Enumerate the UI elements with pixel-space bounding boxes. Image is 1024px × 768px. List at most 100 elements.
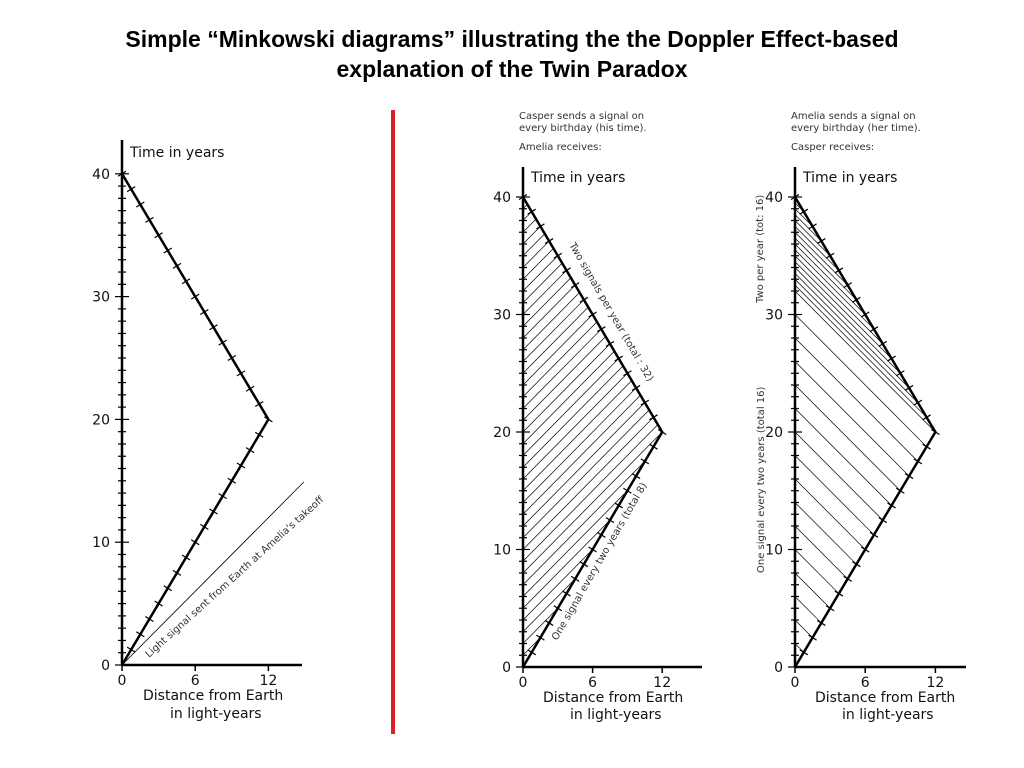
- diagram-2-xlabel-1: Distance from Earth: [543, 690, 683, 706]
- d2-signal-line: [522, 431, 663, 574]
- d3-signal-line: [794, 284, 927, 418]
- diagram-3: Amelia sends a signal on every birthday …: [755, 111, 966, 723]
- d2-signal-line: [522, 461, 646, 585]
- d3-signal-line: [794, 243, 866, 315]
- d3-ytick-label: 0: [774, 660, 783, 676]
- d2-signal-line: [522, 336, 606, 421]
- d3-ytick-label: 30: [765, 308, 783, 324]
- d2-signal-line: [522, 424, 659, 562]
- diagram-2-header-3: Amelia receives:: [519, 142, 602, 153]
- d3-signal-line: [794, 314, 927, 447]
- d3-signal-line: [794, 279, 919, 403]
- d3-signal-line: [794, 596, 822, 624]
- d3-ytick-label: 40: [765, 190, 783, 206]
- d2-signal-line: [522, 262, 563, 303]
- d2-ytick-label: 20: [493, 425, 511, 441]
- d3-signal-line: [794, 502, 857, 565]
- d2-signal-line: [522, 270, 567, 315]
- d2-signal-line: [522, 284, 576, 339]
- d2-signal-line: [522, 240, 550, 268]
- d3-signal-line: [794, 273, 910, 389]
- d2-signal-line: [522, 226, 541, 245]
- d3-signal-line: [794, 220, 831, 256]
- diagram-3-xlabel-1: Distance from Earth: [815, 690, 955, 706]
- d3-signal-line: [794, 525, 848, 580]
- diagram-3-header-1: Amelia sends a signal on: [791, 111, 916, 122]
- d3-ytick-label: 10: [765, 543, 783, 559]
- d2-ytick-label: 10: [493, 543, 511, 559]
- d3-signal-line: [794, 249, 875, 330]
- d3-signal-line: [794, 549, 840, 594]
- d3-xtick-label: 0: [791, 675, 800, 691]
- d1-ytick-label: 40: [92, 167, 110, 183]
- d2-signal-line: [522, 417, 654, 550]
- d3-ytick-label: 20: [765, 425, 783, 441]
- d2-signal-line: [522, 519, 611, 609]
- d3-signal-line: [794, 455, 875, 536]
- d3-signal-line: [794, 337, 919, 462]
- d3-signal-line: [794, 214, 822, 242]
- d2-signal-line: [522, 395, 641, 515]
- d3-signal-line: [794, 619, 813, 638]
- d2-xtick-label: 6: [588, 675, 597, 691]
- d1-xtick-label: 0: [118, 673, 127, 689]
- d3-signal-line: [794, 267, 901, 374]
- d3-xtick-label: 6: [861, 675, 870, 691]
- d2-ytick-label: 30: [493, 308, 511, 324]
- d3-amelia-worldline: [793, 196, 937, 668]
- d2-signal-line: [522, 218, 537, 233]
- d3-signal-line: [794, 384, 901, 491]
- diagram-1: Time in years Distance from Earth in lig…: [92, 140, 327, 722]
- d2-signal-line: [522, 350, 615, 444]
- d1-ytick-label: 20: [92, 412, 110, 428]
- d3-signal-line: [794, 572, 831, 609]
- diagram-1-xlabel-2: in light-years: [170, 706, 262, 722]
- d2-signal-line: [522, 328, 602, 409]
- d2-signal-line: [522, 387, 637, 503]
- d2-signal-line: [522, 608, 559, 644]
- d2-signal-line: [522, 490, 628, 597]
- d3-signal-line: [794, 232, 848, 286]
- diagram-2-header-2: every birthday (his time).: [519, 123, 647, 134]
- diagram-3-ylabel: Time in years: [802, 170, 897, 186]
- d3-signal-line: [794, 261, 892, 359]
- d2-signal-line: [522, 578, 576, 632]
- d3-signal-line: [794, 478, 866, 550]
- diagram-2-upper-annotation: Two signals per year (total : 32): [566, 240, 655, 384]
- diagram-2-xlabel-2: in light-years: [570, 707, 662, 723]
- d2-signal-line: [522, 233, 545, 256]
- d2-signal-line: [522, 306, 589, 374]
- d1-ytick-label: 0: [101, 658, 110, 674]
- diagram-3-header-3: Casper receives:: [791, 142, 874, 153]
- diagram-3-lower-annotation: One signal every two years (total 16): [756, 387, 767, 573]
- page-title: Simple “Minkowski diagrams” illustrating…: [0, 24, 1024, 84]
- d2-signal-line: [522, 299, 585, 362]
- d2-signal-line: [522, 409, 650, 538]
- d1-light-signal-line: [121, 481, 305, 666]
- title-line-2: explanation of the Twin Paradox: [336, 56, 688, 82]
- diagram-1-light-signal-label: Light signal sent from Earth at Amelia's…: [144, 494, 327, 661]
- d2-signal-line: [522, 277, 572, 327]
- d3-signal-line: [794, 361, 910, 477]
- d2-signal-line: [522, 365, 624, 468]
- d2-signal-line: [522, 321, 598, 397]
- d2-amelia-worldline: [521, 196, 664, 668]
- d2-signal-line: [522, 255, 559, 292]
- diagram-2: Casper sends a signal on every birthday …: [493, 111, 702, 723]
- d2-signal-line: [522, 402, 646, 527]
- d2-signal-line: [522, 380, 632, 491]
- diagram-3-header-2: every birthday (her time).: [791, 123, 921, 134]
- d2-signal-line: [522, 248, 554, 280]
- d1-xtick-label: 12: [259, 673, 277, 689]
- d3-signal-line: [794, 255, 883, 345]
- diagram-1-xlabel-1: Distance from Earth: [143, 688, 283, 704]
- d3-signal-line: [794, 226, 840, 271]
- d3-signal-line: [794, 290, 936, 433]
- d1-ytick-label: 30: [92, 290, 110, 306]
- d2-signal-line: [522, 292, 580, 350]
- d2-signal-line: [522, 549, 593, 621]
- d3-signal-line: [794, 408, 892, 506]
- d3-signal-line: [794, 431, 883, 521]
- d2-xtick-label: 0: [519, 675, 528, 691]
